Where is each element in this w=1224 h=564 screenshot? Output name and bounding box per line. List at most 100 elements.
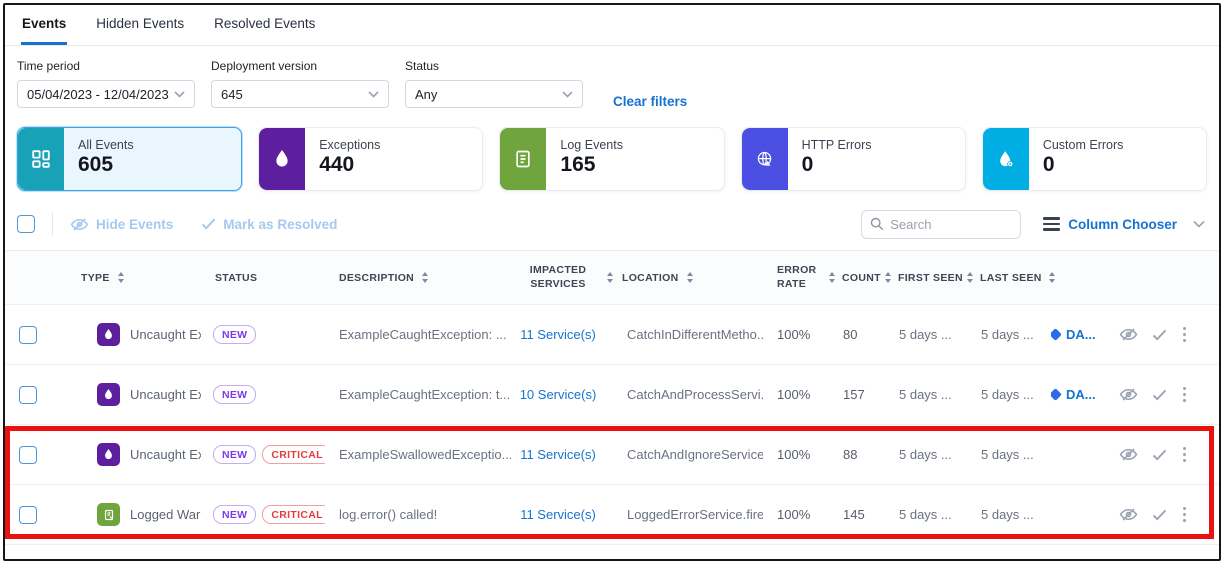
description-cell: ExampleCaughtException: ...	[339, 327, 507, 342]
header-location[interactable]: LOCATION	[605, 272, 763, 284]
time-period-select[interactable]: 05/04/2023 - 12/04/2023	[17, 80, 195, 108]
resolve-event-button[interactable]	[1152, 389, 1167, 401]
location-cell: CatchAndProcessServi...	[627, 387, 763, 402]
sort-icon[interactable]	[117, 272, 124, 283]
type-cell: Uncaught Exce...	[51, 443, 201, 466]
location-cell: CatchInDifferentMetho...	[627, 327, 763, 342]
hide-event-button[interactable]	[1119, 507, 1138, 522]
hide-event-button[interactable]	[1119, 387, 1138, 402]
row-checkbox[interactable]	[19, 385, 37, 404]
jira-icon	[1051, 328, 1062, 341]
card-custom-errors[interactable]: Custom Errors 0	[981, 127, 1208, 191]
location-cell: LoggedErrorService.fire...	[627, 507, 763, 522]
card-log-events-value: 165	[560, 153, 596, 176]
document-icon	[500, 128, 547, 190]
row-checkbox[interactable]	[19, 325, 37, 344]
check-icon	[1152, 449, 1167, 460]
status-label: Status	[405, 59, 440, 73]
first-seen-cell: 5 days ...	[899, 327, 952, 342]
tab-resolved-events[interactable]: Resolved Events	[213, 5, 316, 45]
header-type-label: TYPE	[81, 271, 110, 284]
card-body: All Events 605	[64, 128, 134, 190]
jira-link[interactable]: DA...	[1066, 387, 1096, 402]
first-seen-cell: 5 days ...	[899, 447, 952, 462]
actions-cell	[1111, 445, 1219, 464]
type-cell: Uncaught Exce...	[51, 383, 201, 406]
search-input[interactable]	[890, 216, 1001, 232]
jira-link[interactable]: DA...	[1066, 327, 1096, 342]
card-custom-errors-label: Custom Errors	[1042, 138, 1124, 152]
sort-icon[interactable]	[885, 272, 891, 283]
card-http-errors-value: 0	[801, 153, 814, 176]
header-last-seen-label: LAST SEEN	[980, 271, 1042, 284]
deployment-version-select[interactable]: 645	[211, 80, 389, 108]
column-chooser-button[interactable]: Column Chooser	[1043, 217, 1177, 232]
tab-events[interactable]: Events	[21, 5, 68, 45]
card-http-errors[interactable]: HTTP Errors 0	[740, 127, 966, 191]
clear-filters-button[interactable]: Clear filters	[613, 94, 688, 109]
header-description[interactable]: DESCRIPTION	[325, 272, 511, 284]
status-cell: NEW	[201, 385, 325, 404]
mark-resolved-button[interactable]: Mark as Resolved	[201, 217, 337, 232]
sort-icon[interactable]	[422, 272, 429, 283]
last-seen-cell: 5 days ...	[981, 507, 1034, 522]
status-select[interactable]: Any	[405, 80, 583, 108]
row-checkbox[interactable]	[19, 445, 37, 464]
filter-bar: Time period 05/04/2023 - 12/04/2023 Depl…	[5, 46, 1219, 116]
type-cell: Logged Warning	[51, 503, 201, 526]
header-type[interactable]: TYPE	[51, 272, 201, 284]
impacted-services-link[interactable]: 10 Service(s)	[519, 387, 597, 402]
sort-icon[interactable]	[1048, 272, 1055, 283]
resolve-event-button[interactable]	[1152, 509, 1167, 521]
header-description-label: DESCRIPTION	[339, 271, 415, 284]
time-period-label: Time period	[17, 59, 80, 73]
header-error-rate-label: ERROR RATE	[777, 263, 817, 290]
impacted-services-link[interactable]: 11 Service(s)	[520, 507, 596, 522]
header-impacted-services[interactable]: IMPACTED SERVICES	[511, 264, 605, 291]
select-all-checkbox[interactable]	[17, 215, 35, 233]
actions-cell	[1111, 505, 1219, 524]
impacted-services-link[interactable]: 11 Service(s)	[520, 327, 596, 342]
resolve-event-button[interactable]	[1152, 329, 1167, 341]
row-menu-button[interactable]	[1181, 445, 1188, 464]
card-log-events[interactable]: Log Events 165	[499, 127, 725, 191]
check-icon	[1152, 389, 1167, 400]
jira-icon	[1051, 388, 1062, 401]
row-menu-button[interactable]	[1181, 385, 1188, 404]
header-status: STATUS	[201, 272, 325, 284]
row-menu-button[interactable]	[1181, 325, 1188, 344]
sort-icon[interactable]	[967, 272, 973, 283]
sort-icon[interactable]	[607, 272, 613, 283]
header-last-seen[interactable]: LAST SEEN	[965, 271, 1055, 284]
resolve-event-button[interactable]	[1152, 449, 1167, 461]
time-period-filter: Time period 05/04/2023 - 12/04/2023	[17, 59, 195, 108]
sort-icon[interactable]	[687, 272, 694, 283]
last-seen-cell: 5 days ...	[981, 447, 1034, 462]
toolbar-table-divider	[5, 250, 1219, 251]
first-seen-cell: 5 days ...	[899, 387, 952, 402]
actions-cell	[1111, 325, 1219, 344]
chevron-down-icon[interactable]	[1193, 220, 1205, 228]
header-error-rate[interactable]: ERROR RATE	[763, 264, 827, 291]
hide-event-button[interactable]	[1119, 447, 1138, 462]
status-cell: NEW CRITICAL	[201, 445, 325, 464]
sort-icon[interactable]	[829, 272, 835, 283]
card-exceptions[interactable]: Exceptions 440	[258, 127, 484, 191]
row-menu-button[interactable]	[1181, 505, 1188, 524]
card-all-events[interactable]: All Events 605	[17, 127, 243, 191]
header-first-seen[interactable]: FIRST SEEN	[883, 272, 965, 284]
last-seen-cell: 5 days ...	[981, 327, 1034, 342]
header-count[interactable]: COUNT	[827, 272, 883, 284]
status-badge-new: NEW	[213, 325, 257, 344]
impacted-services-link[interactable]: 11 Service(s)	[520, 447, 596, 462]
card-exceptions-value: 440	[319, 153, 355, 176]
chevron-down-icon	[174, 90, 185, 98]
hide-event-button[interactable]	[1119, 327, 1138, 342]
status-value: Any	[415, 86, 438, 102]
hide-events-button[interactable]: Hide Events	[70, 217, 173, 232]
error-rate-cell: 100%	[777, 447, 811, 462]
tab-hidden-events[interactable]: Hidden Events	[95, 5, 185, 45]
card-log-events-label: Log Events	[560, 138, 623, 152]
flame-gear-icon	[982, 128, 1029, 190]
row-checkbox[interactable]	[19, 505, 37, 524]
